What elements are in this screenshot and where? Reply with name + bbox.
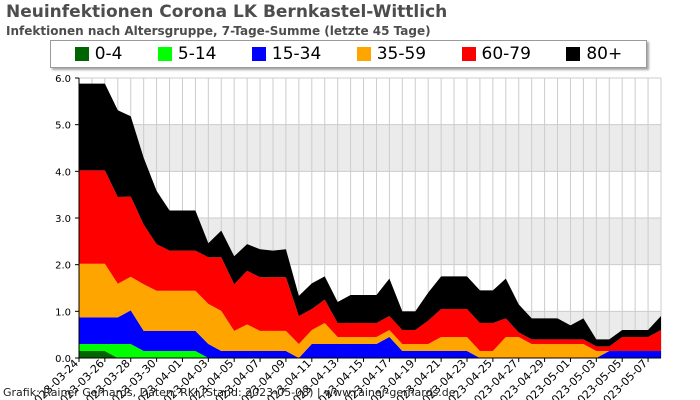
y-tick-label: 0.0	[55, 354, 71, 365]
y-tick-label: 1.0	[55, 307, 71, 318]
area-35-59	[79, 263, 661, 358]
background-band	[79, 124, 661, 172]
legend-label: 35-59	[376, 44, 427, 64]
y-tick-label: 6.0	[55, 74, 71, 85]
legend-label: 15-34	[271, 44, 322, 64]
area-15-34	[79, 310, 661, 358]
y-tick-label: 4.0	[55, 167, 71, 178]
area-60-79	[79, 170, 661, 351]
legend-item-5-14: 5-14	[157, 44, 217, 64]
legend-label: 60-79	[481, 44, 531, 64]
y-tick-label: 2.0	[55, 261, 71, 272]
area-80+	[79, 83, 661, 347]
y-tick-label: 3.0	[55, 214, 71, 225]
legend-label: 0-4	[94, 44, 123, 64]
legend-swatch	[566, 47, 581, 61]
legend-label: 80+	[586, 44, 623, 64]
legend-swatch	[74, 47, 89, 61]
legend-swatch	[356, 47, 371, 61]
legend-swatch	[461, 47, 476, 61]
legend: 0-4 5-14 15-34 35-59 60-79 80+	[50, 40, 647, 68]
legend-item-0-4: 0-4	[74, 44, 123, 64]
credit-line: Grafik: Rainer Gerhards, Daten: RKI (Sta…	[3, 386, 456, 399]
chart-title: Neuinfektionen Corona LK Bernkastel-Witt…	[6, 2, 448, 22]
y-tick-label: 5.0	[55, 121, 71, 132]
legend-swatch	[157, 47, 172, 61]
legend-item-15-34: 15-34	[251, 44, 322, 64]
legend-item-35-59: 35-59	[356, 44, 427, 64]
legend-item-80+: 80+	[566, 44, 622, 64]
chart-subtitle: Infektionen nach Altersgruppe, 7-Tage-Su…	[6, 24, 431, 38]
legend-item-60-79: 60-79	[461, 44, 531, 64]
legend-swatch	[251, 47, 266, 61]
legend-label: 5-14	[177, 44, 217, 64]
